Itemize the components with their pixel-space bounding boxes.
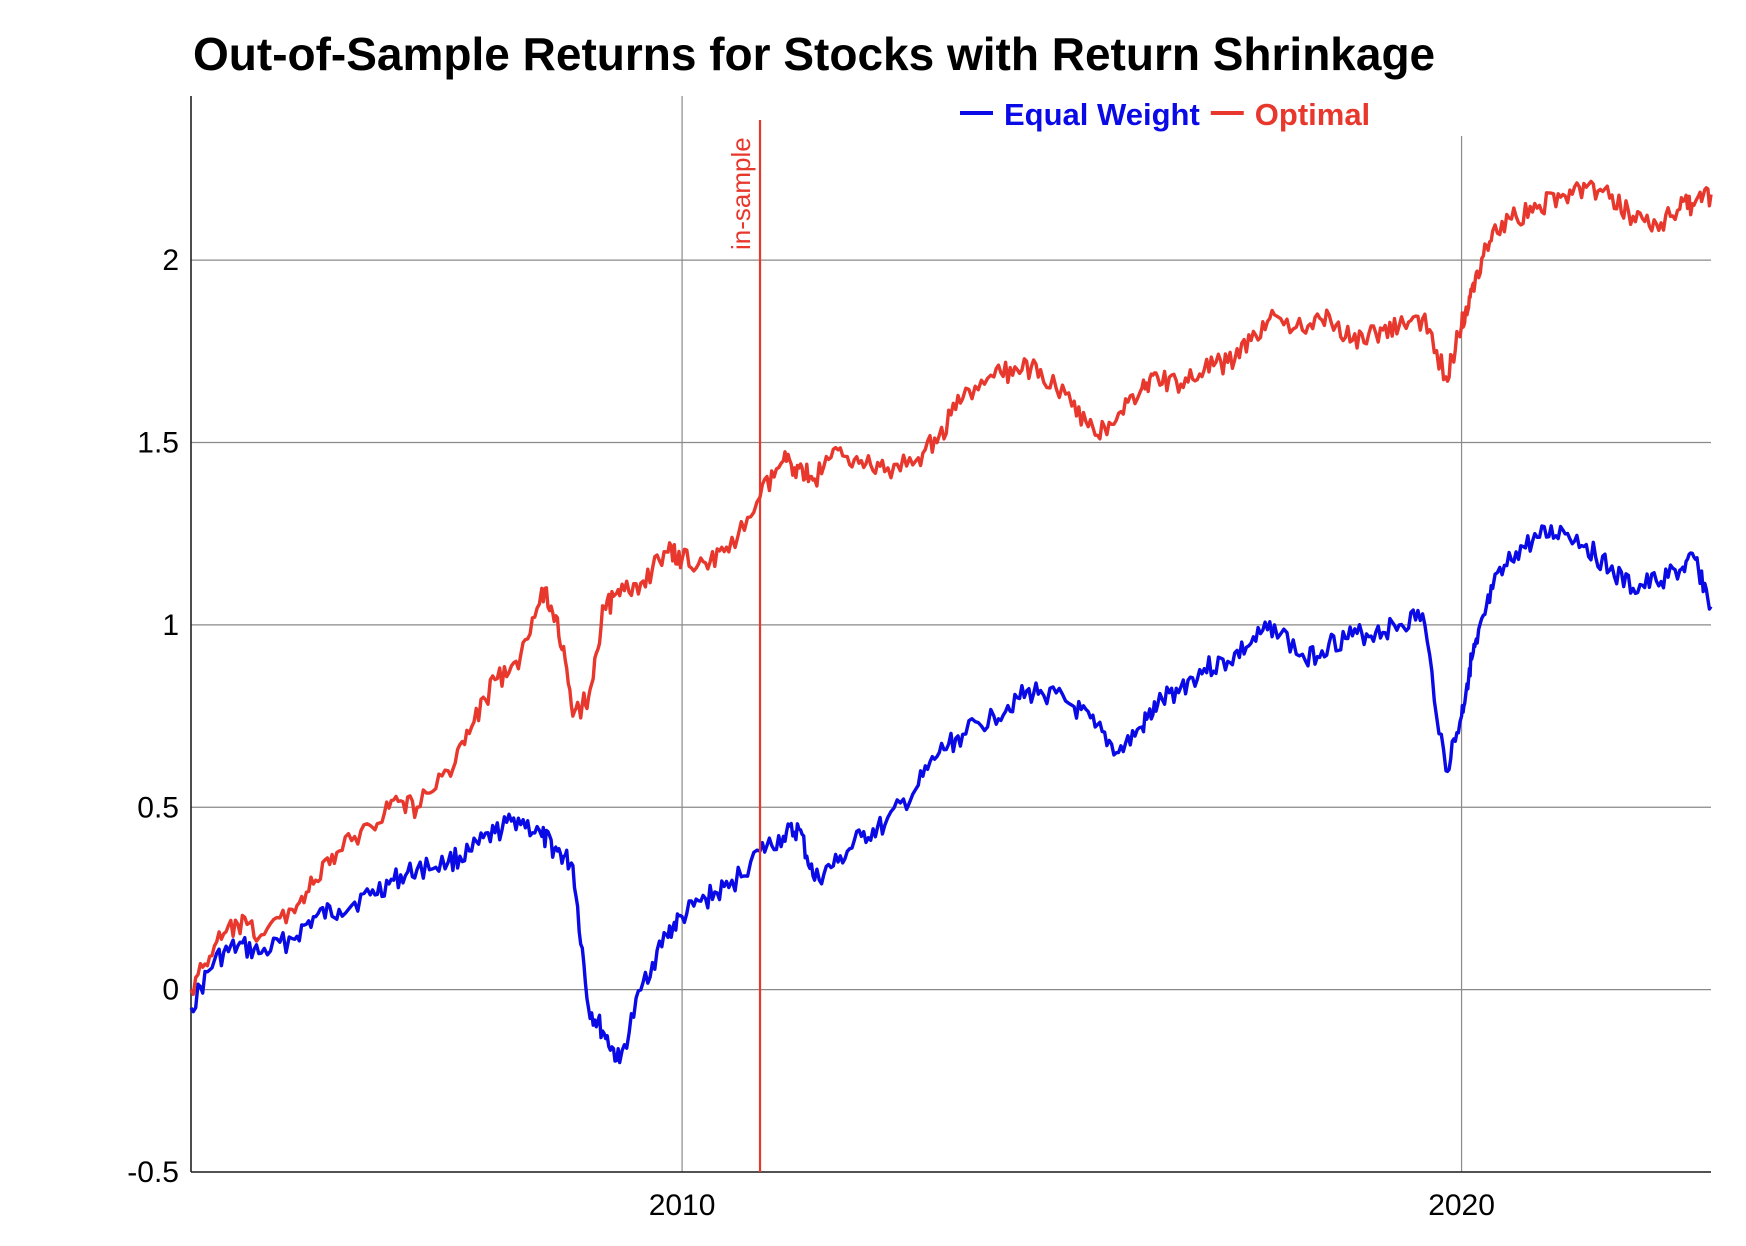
x-tick-label: 2010 (649, 1189, 716, 1222)
legend: Equal Weight Optimal (960, 97, 1370, 132)
x-tick-label: 2020 (1428, 1189, 1495, 1222)
y-tick-label: 0.5 (137, 791, 179, 824)
tick-labels: -0.5 0 0.5 1 1.5 2 2010 2020 (127, 244, 1495, 1222)
y-tick-label: 1 (162, 609, 179, 642)
y-tick-label: 2 (162, 244, 179, 277)
series-line-equal-weight (189, 524, 1713, 1065)
legend-entry: Equal Weight (1004, 97, 1200, 132)
y-tick-label: -0.5 (127, 1156, 179, 1189)
in-sample-marker: in-sample (726, 120, 762, 1172)
series-line-optimal (189, 179, 1713, 997)
legend-entry: Optimal (1255, 97, 1370, 132)
in-sample-label: in-sample (726, 137, 756, 250)
grid-lines (191, 96, 1711, 1173)
y-tick-label: 1.5 (137, 427, 179, 460)
y-tick-label: 0 (162, 974, 179, 1007)
chart-title: Out-of-Sample Returns for Stocks with Re… (193, 28, 1435, 80)
series-lines (189, 179, 1713, 1065)
